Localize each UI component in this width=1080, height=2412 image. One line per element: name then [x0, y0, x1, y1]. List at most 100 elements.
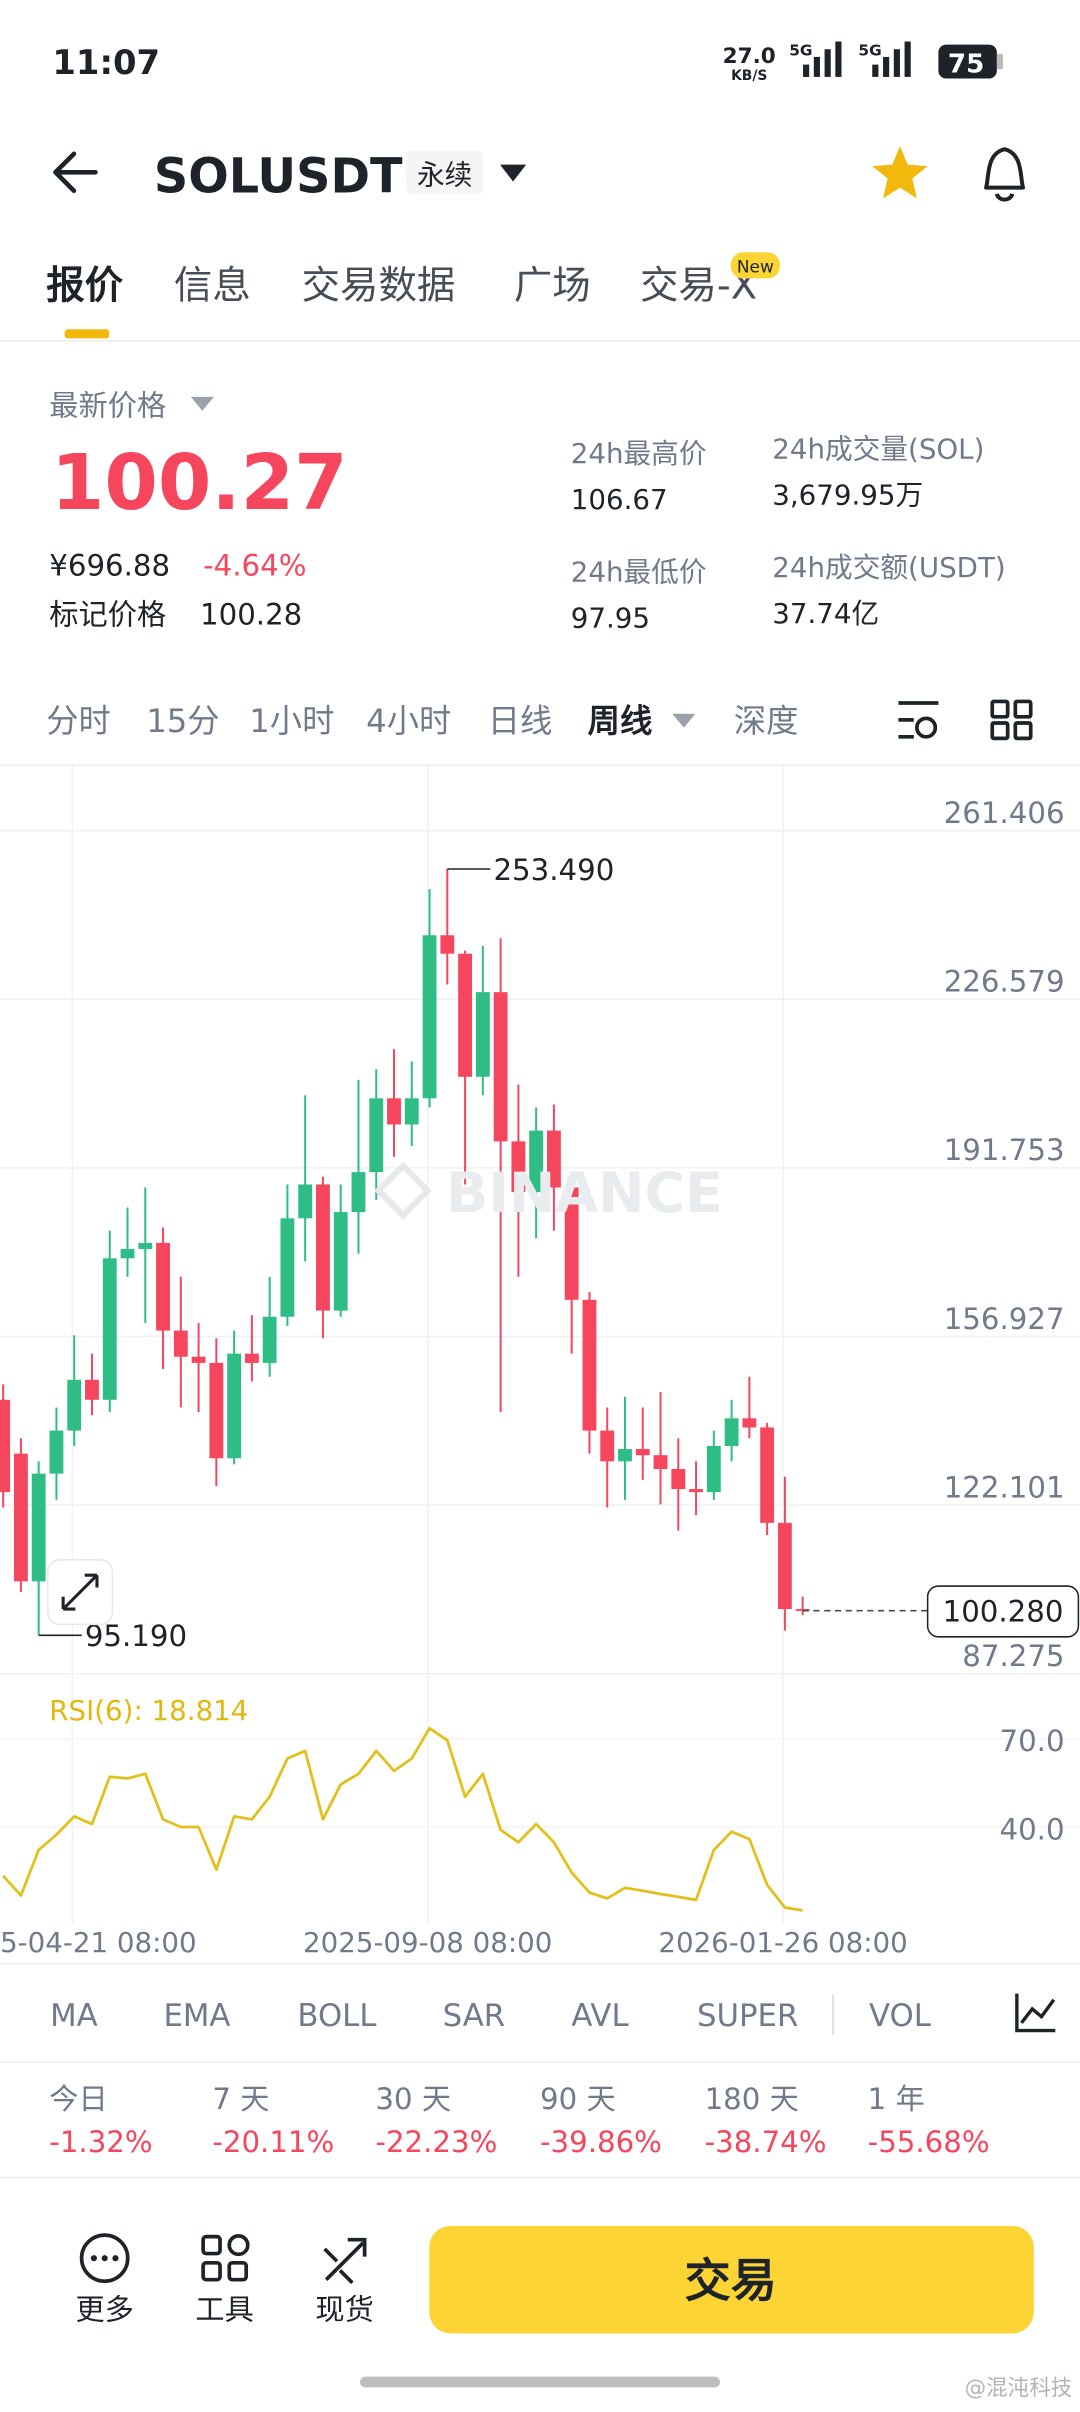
trade-label[interactable]: 交易: [685, 2254, 777, 2308]
expand-icon: [61, 1573, 99, 1611]
candle-body: [600, 1430, 615, 1462]
stat-label: 24h最高价: [571, 437, 707, 470]
candle-body: [511, 1141, 526, 1193]
home-indicator: [360, 2376, 720, 2388]
trade-button[interactable]: [429, 2225, 1034, 2334]
candle-body: [262, 1316, 277, 1363]
back-button[interactable]: [53, 151, 98, 194]
interval[interactable]: 15分: [146, 702, 219, 740]
tools-label[interactable]: 工具: [195, 2293, 253, 2327]
divider: [0, 2061, 1080, 2063]
candle-body: [333, 1212, 348, 1311]
price-label: 最新价格: [49, 388, 166, 422]
interval-active[interactable]: 周线: [588, 702, 653, 740]
alert-bell[interactable]: [984, 147, 1026, 202]
net-speed-unit: KB/S: [731, 68, 767, 84]
candle-body: [102, 1258, 117, 1400]
y-tick-label: 122.101: [944, 1470, 1065, 1504]
symbol[interactable]: SOLUSDT: [154, 149, 403, 204]
candle-body: [724, 1418, 739, 1446]
perf-value: -22.23%: [375, 2125, 497, 2159]
indicator[interactable]: SUPER: [697, 1998, 798, 2034]
interval[interactable]: 日线: [488, 702, 553, 740]
tools-button[interactable]: [201, 2234, 250, 2282]
candle-body: [209, 1362, 224, 1459]
chart-settings-icon[interactable]: [898, 701, 939, 739]
candle-body: [706, 1445, 721, 1493]
mark-label: 标记价格: [49, 598, 166, 632]
indicator[interactable]: SAR: [443, 1998, 506, 2034]
candle-body: [671, 1469, 686, 1490]
new-badge: [730, 252, 780, 279]
chart-watermark: BINANCE: [446, 1162, 723, 1226]
high-annotation: 253.490: [493, 853, 614, 887]
net-type: 5G: [789, 41, 812, 59]
candle-body: [564, 1187, 579, 1300]
tab[interactable]: 交易数据: [302, 263, 456, 308]
stat-label: 24h成交量(SOL): [772, 432, 984, 465]
candle-body: [422, 935, 437, 1099]
candle-body: [227, 1353, 242, 1459]
divider: [0, 764, 1080, 767]
indicator[interactable]: EMA: [163, 1998, 230, 2034]
candle-body: [529, 1130, 544, 1193]
more-label[interactable]: 更多: [75, 2293, 133, 2327]
perf-value: -39.86%: [540, 2125, 662, 2159]
interval[interactable]: 1小时: [249, 702, 334, 740]
layout-icon[interactable]: [990, 699, 1033, 741]
signal-icon: [803, 41, 842, 77]
perf-value: -38.74%: [705, 2125, 827, 2159]
stat-value: 106.67: [571, 483, 668, 516]
rsi-tick-label: 70.0: [999, 1724, 1064, 1758]
candle-body: [404, 1098, 419, 1125]
candle-body: [120, 1249, 135, 1259]
candle-body: [351, 1172, 366, 1213]
candle-body: [85, 1379, 99, 1400]
candle-body: [387, 1098, 401, 1125]
net-speed: 27.0: [723, 44, 776, 69]
signal-icon: [872, 41, 911, 77]
x-tick-label: 2025-09-08 08:00: [303, 1926, 552, 1959]
interval-dropdown[interactable]: [672, 713, 696, 728]
stat-value: 97.95: [571, 602, 650, 635]
spot-button[interactable]: [323, 2237, 367, 2285]
interval[interactable]: 分时: [46, 702, 111, 740]
y-tick-label: 87.275: [962, 1639, 1064, 1673]
favorite-star[interactable]: [872, 146, 928, 199]
indicator-settings-icon[interactable]: [1015, 1993, 1056, 2033]
tab-active[interactable]: 报价: [46, 263, 123, 308]
interval[interactable]: 4小时: [366, 702, 451, 740]
indicator-mask: [984, 1972, 1080, 2062]
spot-label[interactable]: 现货: [315, 2293, 373, 2327]
candle-body: [369, 1098, 384, 1173]
candle-body: [67, 1379, 82, 1431]
candle-body: [635, 1449, 650, 1456]
rsi-line: [2, 1726, 803, 1912]
candle-body: [742, 1418, 757, 1428]
perf-value: -55.68%: [868, 2125, 990, 2159]
interval[interactable]: 深度: [734, 702, 799, 740]
rsi-tick-label: 40.0: [999, 1812, 1064, 1846]
more-button[interactable]: [79, 2233, 130, 2284]
price-dropdown[interactable]: [190, 396, 214, 411]
indicator[interactable]: MA: [50, 1998, 98, 2034]
indicator[interactable]: BOLL: [297, 1998, 376, 2034]
indicator[interactable]: VOL: [869, 1998, 931, 2034]
contract-type: 永续: [417, 159, 472, 192]
candle-body: [582, 1299, 597, 1431]
tab[interactable]: 广场: [514, 263, 591, 308]
candle-body: [173, 1330, 188, 1357]
candle-body: [298, 1184, 313, 1219]
cny-price: ¥696.88: [49, 548, 170, 582]
indicator[interactable]: AVL: [571, 1998, 628, 2034]
battery-level: 75: [948, 49, 984, 79]
x-tick-label: 5-04-21 08:00: [0, 1926, 197, 1959]
divider: [0, 339, 1080, 342]
stat-label: 24h成交额(USDT): [772, 551, 1005, 584]
new-badge-text: New: [737, 256, 774, 276]
tab[interactable]: 信息: [174, 263, 251, 308]
mark-price: 100.28: [200, 598, 302, 632]
symbol-dropdown[interactable]: [500, 164, 527, 182]
